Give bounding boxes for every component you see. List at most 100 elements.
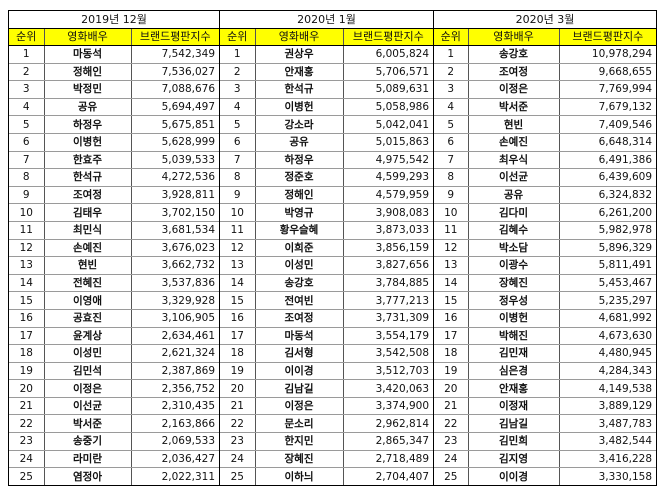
table-row: 10 김태우 3,702,150 [9,203,220,222]
rank-cell: 1 [434,45,469,64]
actor-name-cell: 한석규 [43,168,131,187]
rank-cell: 4 [434,98,469,117]
brand-index-cell: 7,088,676 [130,80,220,99]
table-row: 12 손예진 3,676,023 [9,239,220,258]
actor-name-cell: 이영애 [43,291,131,310]
table-period-title: 2020년 1월 [220,11,434,29]
table-row: 18 김민재 4,480,945 [434,344,657,363]
brand-index-cell: 3,889,129 [558,397,657,416]
table-row: 6 공유 5,015,863 [220,133,434,152]
actor-name-cell: 문소리 [254,414,344,434]
table-row: 22 김남길 3,487,783 [434,414,657,434]
actor-name-cell: 김혜수 [467,221,560,240]
brand-index-cell: 3,856,159 [342,239,434,258]
actor-name-cell: 현빈 [467,115,560,134]
table-row: 17 마동석 3,554,179 [220,327,434,346]
table-row: 8 이선균 6,439,609 [434,168,657,187]
brand-index-cell: 4,284,343 [558,362,657,381]
actor-name-cell: 이정은 [467,80,560,99]
actor-name-cell: 송중기 [43,432,131,451]
ranking-table-block-1: 2019년 12월 순위 영화배우 브랜드평판지수 1 마동석 7,542,349 2 정해인 7… [9,11,220,485]
rank-cell: 19 [9,362,44,381]
table-row: 10 김다미 6,261,200 [434,203,657,222]
brand-index-cell: 3,512,703 [342,362,434,381]
table-row: 25 이이경 3,330,158 [434,467,657,485]
rank-cell: 7 [220,151,256,170]
actor-name-cell: 한지민 [254,432,344,451]
table-row: 15 이영애 3,329,928 [9,291,220,310]
rank-cell: 6 [220,133,256,152]
brand-index-cell: 4,579,959 [342,186,434,205]
brand-index-cell: 4,599,293 [342,168,434,187]
brand-index-cell: 3,106,905 [130,309,220,328]
table-row: 12 박소담 5,896,329 [434,239,657,258]
rank-cell: 19 [220,362,256,381]
rank-cell: 23 [220,432,256,451]
brand-index-cell: 6,324,832 [558,186,657,205]
actor-name-cell: 윤계상 [43,327,131,346]
brand-index-cell: 3,873,033 [342,221,434,240]
table-row: 3 한석규 5,089,631 [220,80,434,99]
table-row: 4 박서준 7,679,132 [434,98,657,117]
actor-name-cell: 이선균 [43,397,131,416]
rank-cell: 25 [444,470,458,483]
rank-cell: 19 [434,362,469,381]
table-row: 23 송중기 2,069,533 [9,432,220,451]
rank-cell: 8 [434,168,469,187]
rank-cell: 20 [9,379,44,398]
table-row: 13 이성민 3,827,656 [220,256,434,275]
brand-index-cell: 7,536,027 [130,63,220,82]
actor-name-cell: 전여빈 [254,291,344,310]
table-row: 13 현빈 3,662,732 [9,256,220,275]
actor-name-cell: 염정아 [43,467,131,485]
actor-name-cell: 한석규 [254,80,344,99]
brand-index-cell: 2,865,347 [342,432,434,451]
rank-cell: 3 [220,80,256,99]
rank-cell: 15 [434,291,469,310]
table-row: 23 김민희 3,482,544 [434,432,657,451]
actor-name-cell: 안재홍 [467,379,560,398]
table-period-title: 2019년 12월 [9,11,220,29]
table-row: 1 마동석 7,542,349 [9,45,220,64]
actor-name-cell: 현빈 [43,256,131,275]
actor-name-cell: 조여정 [43,186,131,205]
rank-cell: 3 [9,80,44,99]
table-row: 20 김남길 3,420,063 [220,379,434,398]
brand-index-cell: 3,702,150 [130,203,220,222]
brand-index-cell: 4,149,538 [558,379,657,398]
table-row: 19 이이경 3,512,703 [220,362,434,381]
rank-cell: 8 [220,168,256,187]
brand-index-cell: 5,982,978 [558,221,657,240]
brand-index-cell: 3,482,544 [558,432,657,451]
table-row: 7 하정우 4,975,542 [220,151,434,170]
brand-index-cell: 2,069,533 [130,432,220,451]
brand-index-cell: 5,811,491 [558,256,657,275]
table-row: 3 박정민 7,088,676 [9,80,220,99]
actor-name-cell: 마동석 [43,45,131,64]
table-row: 22 문소리 2,962,814 [220,414,434,434]
rank-cell: 22 [220,414,256,434]
rank-cell: 20 [434,379,469,398]
brand-index-cell: 5,628,999 [130,133,220,152]
rank-cell: 21 [9,397,44,416]
brand-index-cell: 5,453,467 [558,274,657,293]
brand-index-cell: 7,542,349 [130,45,220,64]
rank-cell: 15 [9,291,44,310]
rank-cell: 23 [9,432,44,451]
actor-name-cell: 이희준 [254,239,344,258]
brand-index-cell: 5,896,329 [558,239,657,258]
brand-index-cell: 5,058,986 [342,98,434,117]
table-row: 6 이병헌 5,628,999 [9,133,220,152]
ranking-table-block-3: 2020년 3월 순위 영화배우 브랜드평판지수 1 송강호 10,978,294 2 조여정 9… [433,11,657,485]
brand-index-cell: 6,439,609 [558,168,657,187]
rank-cell: 14 [434,274,469,293]
brand-index-cell: 5,015,863 [342,133,434,152]
brand-index-cell: 7,679,132 [558,98,657,117]
brand-index-cell: 3,928,811 [130,186,220,205]
actor-name-cell: 황우슬혜 [254,221,344,240]
table-row: 24 라미란 2,036,427 [9,450,220,469]
brand-index-cell: 5,694,497 [130,98,220,117]
brand-index-cell: 6,261,200 [558,203,657,222]
actor-name-cell: 김서형 [254,344,344,363]
table-row: 8 정준호 4,599,293 [220,168,434,187]
